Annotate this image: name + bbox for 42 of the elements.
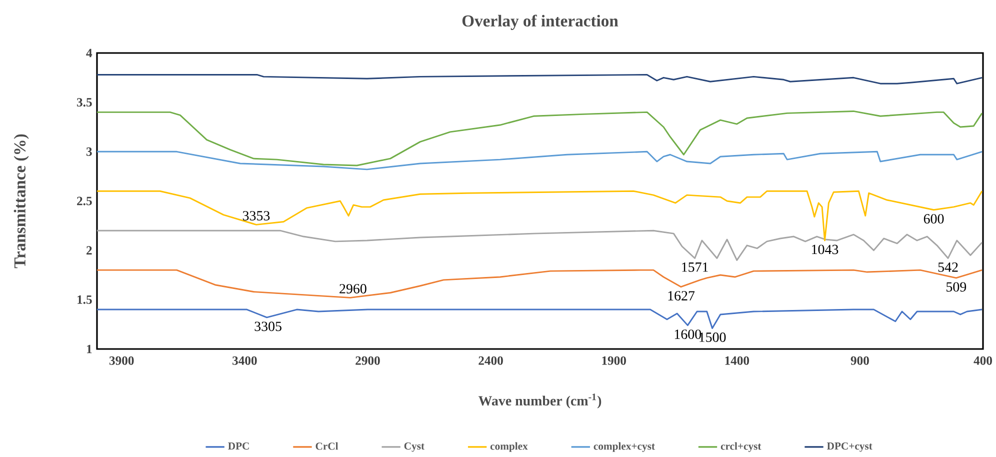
y-tick-label: 3.5 [77,98,92,107]
y-tick-label: 3 [86,147,92,156]
line-series [96,308,983,330]
x-tick-label: 3400 [232,356,257,365]
y-tick-label: 1.5 [78,295,92,304]
annotation: 1500 [700,332,726,342]
annotation: 1627 [668,291,695,300]
annotation: 2960 [340,284,366,294]
annotation: 509 [946,282,966,292]
legend-label: crcl+cyst [720,442,762,452]
y-tick-label: 4 [86,48,92,58]
x-tick-label: 2400 [478,356,503,365]
x-tick-label: 900 [850,356,869,365]
line-series [96,190,983,242]
line-series [96,150,983,170]
line-series [96,110,983,166]
annotation: 1600 [674,330,702,339]
legend-label: Cyst [404,442,424,452]
chart-title: Overlay of interaction [462,14,618,30]
legend-label: DPC [228,442,249,450]
annotation: 542 [938,262,958,272]
annotation: 1571 [682,262,708,272]
y-axis-title: Transmittance (%) [14,134,29,268]
y-tick-label: 1 [87,344,92,354]
line-series [96,74,983,84]
legend-label: CrCl [316,442,338,450]
legend-label: complex [490,442,528,452]
x-tick-label: 1400 [725,356,750,365]
annotation: 1043 [812,244,838,254]
y-tick-label: 2.5 [77,196,92,206]
x-tick-label: 3900 [109,356,134,365]
annotation: 3353 [242,211,270,220]
x-tick-label: 1900 [602,356,626,365]
legend-label: complex+cyst [594,442,655,452]
annotation: 600 [924,214,944,224]
annotation: 3305 [254,322,282,332]
x-axis-title: Wave number (cm$^{-1}$) [478,394,602,408]
y-tick-label: 2 [86,246,92,255]
x-tick-label: 400 [974,356,992,365]
legend-label: DPC+cyst [826,442,872,452]
line-series [96,230,983,261]
x-tick-label: 2900 [356,356,380,365]
